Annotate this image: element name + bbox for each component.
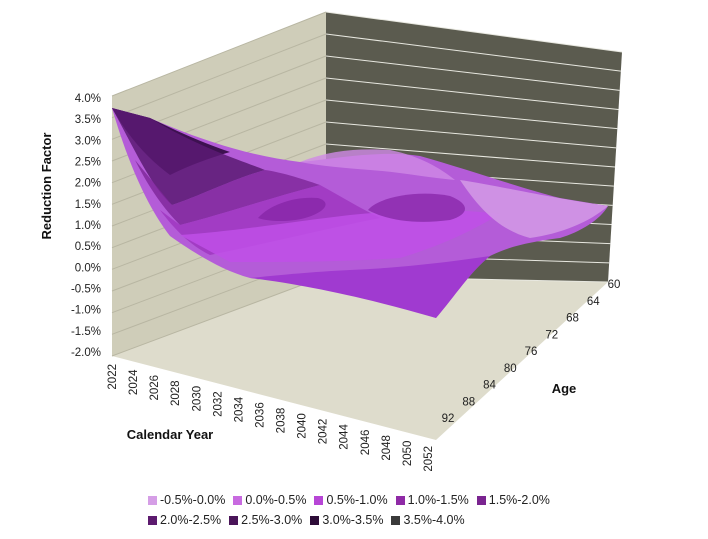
age-tick-label: 80 — [504, 363, 517, 375]
legend-swatch — [314, 495, 324, 505]
legend-item: 0.5%-1.0% — [314, 493, 388, 507]
back-wall-gridline — [325, 33, 621, 72]
age-tick-label: 84 — [483, 380, 496, 392]
year-tick-label: 2044 — [339, 424, 351, 450]
age-tick-label: 60 — [608, 279, 621, 291]
year-tick-label: 2048 — [381, 435, 393, 461]
age-tick-label: 92 — [442, 413, 455, 425]
surface-dip-1 — [258, 197, 326, 221]
legend-item: -0.5%-0.0% — [148, 493, 225, 507]
z-tick-label: -0.5% — [71, 284, 101, 296]
legend-label: 1.0%-1.5% — [407, 493, 469, 507]
legend-item: 0.0%-0.5% — [233, 493, 306, 507]
legend-label: 3.5%-4.0% — [403, 513, 465, 527]
year-tick-label: 2034 — [233, 396, 245, 422]
legend-label: 1.5%-2.0% — [488, 493, 550, 507]
age-tick-label: 64 — [587, 296, 600, 308]
z-tick-label: -2.0% — [71, 347, 101, 359]
legend-label: 0.0%-0.5% — [245, 493, 307, 507]
z-tick-label: 3.5% — [75, 114, 101, 126]
surface-right-light — [460, 180, 608, 238]
legend-swatch — [148, 495, 157, 505]
surface-band-2 — [135, 160, 320, 225]
legend-item: 3.5%-4.0% — [391, 513, 465, 527]
z-tick-label: -1.5% — [71, 326, 101, 338]
surface-ridge-light — [300, 149, 455, 180]
year-tick-label: 2046 — [360, 430, 372, 456]
legend-swatch — [233, 495, 243, 505]
left-wall-gridline — [111, 33, 327, 119]
surface-bright-band — [180, 210, 500, 262]
year-tick-label: 2028 — [170, 380, 182, 406]
legend-item: 1.0%-1.5% — [395, 493, 469, 507]
y-axis-title: Age — [552, 381, 577, 396]
legend-label: 2.5%-3.0% — [241, 513, 303, 527]
legend-swatch — [229, 515, 239, 525]
legend-row: -0.5%-0.0% 0.0%-0.5% 0.5%-1.0% 1.0%-1.5% 1.5… — [148, 493, 608, 507]
floor — [112, 276, 608, 440]
legend-row: 2.0%-2.5% 2.5%-3.0% 3.0%-3.5% 3.5%-4.0% — [148, 513, 608, 527]
legend-item: 3.0%-3.5% — [310, 513, 383, 527]
legend-label: 3.0%-3.5% — [322, 513, 384, 527]
year-tick-label: 2032 — [212, 391, 224, 417]
year-tick-label: 2050 — [402, 441, 414, 467]
age-tick-label: 76 — [525, 346, 538, 358]
age-tick-label: 68 — [566, 313, 579, 325]
age-tick-label: 88 — [462, 396, 475, 408]
z-tick-label: 1.5% — [75, 199, 101, 211]
year-tick-label: 2052 — [423, 446, 435, 472]
legend-item: 2.5%-3.0% — [229, 513, 302, 527]
legend-label: 0.5%-1.0% — [326, 493, 388, 507]
back-wall-gridline — [325, 143, 616, 168]
back-wall-gridline — [325, 77, 619, 110]
calendar-year-ticks: 2022 2024 2026 2028 2030 2032 2034 2036 2038 2040… — [107, 364, 435, 472]
legend-item: 2.0%-2.5% — [148, 513, 221, 527]
legend-swatch — [391, 515, 401, 525]
legend-label: 2.0%-2.5% — [160, 513, 222, 527]
z-tick-label: 2.5% — [75, 157, 101, 169]
z-axis-ticks: 4.0% 3.5% 3.0% 2.5% 2.0% 1.5% 1.0% 0.5% 0.0% -0.5… — [71, 93, 101, 359]
surface-dip-2 — [368, 193, 465, 222]
legend-swatch — [148, 515, 157, 525]
legend-swatch — [395, 495, 405, 505]
back-wall-gridline — [325, 121, 617, 149]
age-ticks: 60 64 68 72 76 80 84 88 92 — [442, 279, 621, 425]
left-wall-gridline — [111, 275, 327, 357]
year-tick-label: 2040 — [297, 413, 309, 439]
age-tick-label: 72 — [545, 329, 558, 341]
legend-swatch — [310, 515, 320, 525]
year-tick-label: 2026 — [149, 375, 161, 401]
year-tick-label: 2024 — [128, 369, 140, 395]
z-tick-label: 1.0% — [75, 220, 101, 232]
surface-band-1 — [112, 108, 265, 205]
year-tick-label: 2022 — [107, 364, 119, 390]
surface-front-edge — [250, 256, 490, 318]
legend-item: 1.5%-2.0% — [476, 493, 550, 507]
z-tick-label: 4.0% — [75, 93, 101, 105]
legend: -0.5%-0.0% 0.0%-0.5% 0.5%-1.0% 1.0%-1.5% 1.5… — [148, 493, 608, 533]
back-wall-gridline — [325, 11, 623, 53]
z-axis-title: Reduction Factor — [39, 133, 54, 240]
z-tick-label: 0.0% — [75, 262, 101, 274]
surface — [112, 108, 608, 318]
legend-label: -0.5%-0.0% — [160, 493, 226, 507]
z-tick-label: 2.0% — [75, 178, 101, 190]
year-tick-label: 2038 — [276, 408, 288, 434]
year-tick-label: 2042 — [318, 419, 330, 445]
legend-swatch — [476, 495, 486, 505]
x-axis-title: Calendar Year — [127, 427, 213, 442]
year-tick-label: 2030 — [191, 386, 203, 412]
left-wall-gridline — [111, 11, 327, 97]
year-tick-label: 2036 — [254, 402, 266, 428]
z-tick-label: 3.0% — [75, 135, 101, 147]
z-tick-label: -1.0% — [71, 305, 101, 317]
back-wall-gridline — [325, 55, 620, 91]
back-wall-gridline — [325, 99, 618, 130]
z-tick-label: 0.5% — [75, 241, 101, 253]
